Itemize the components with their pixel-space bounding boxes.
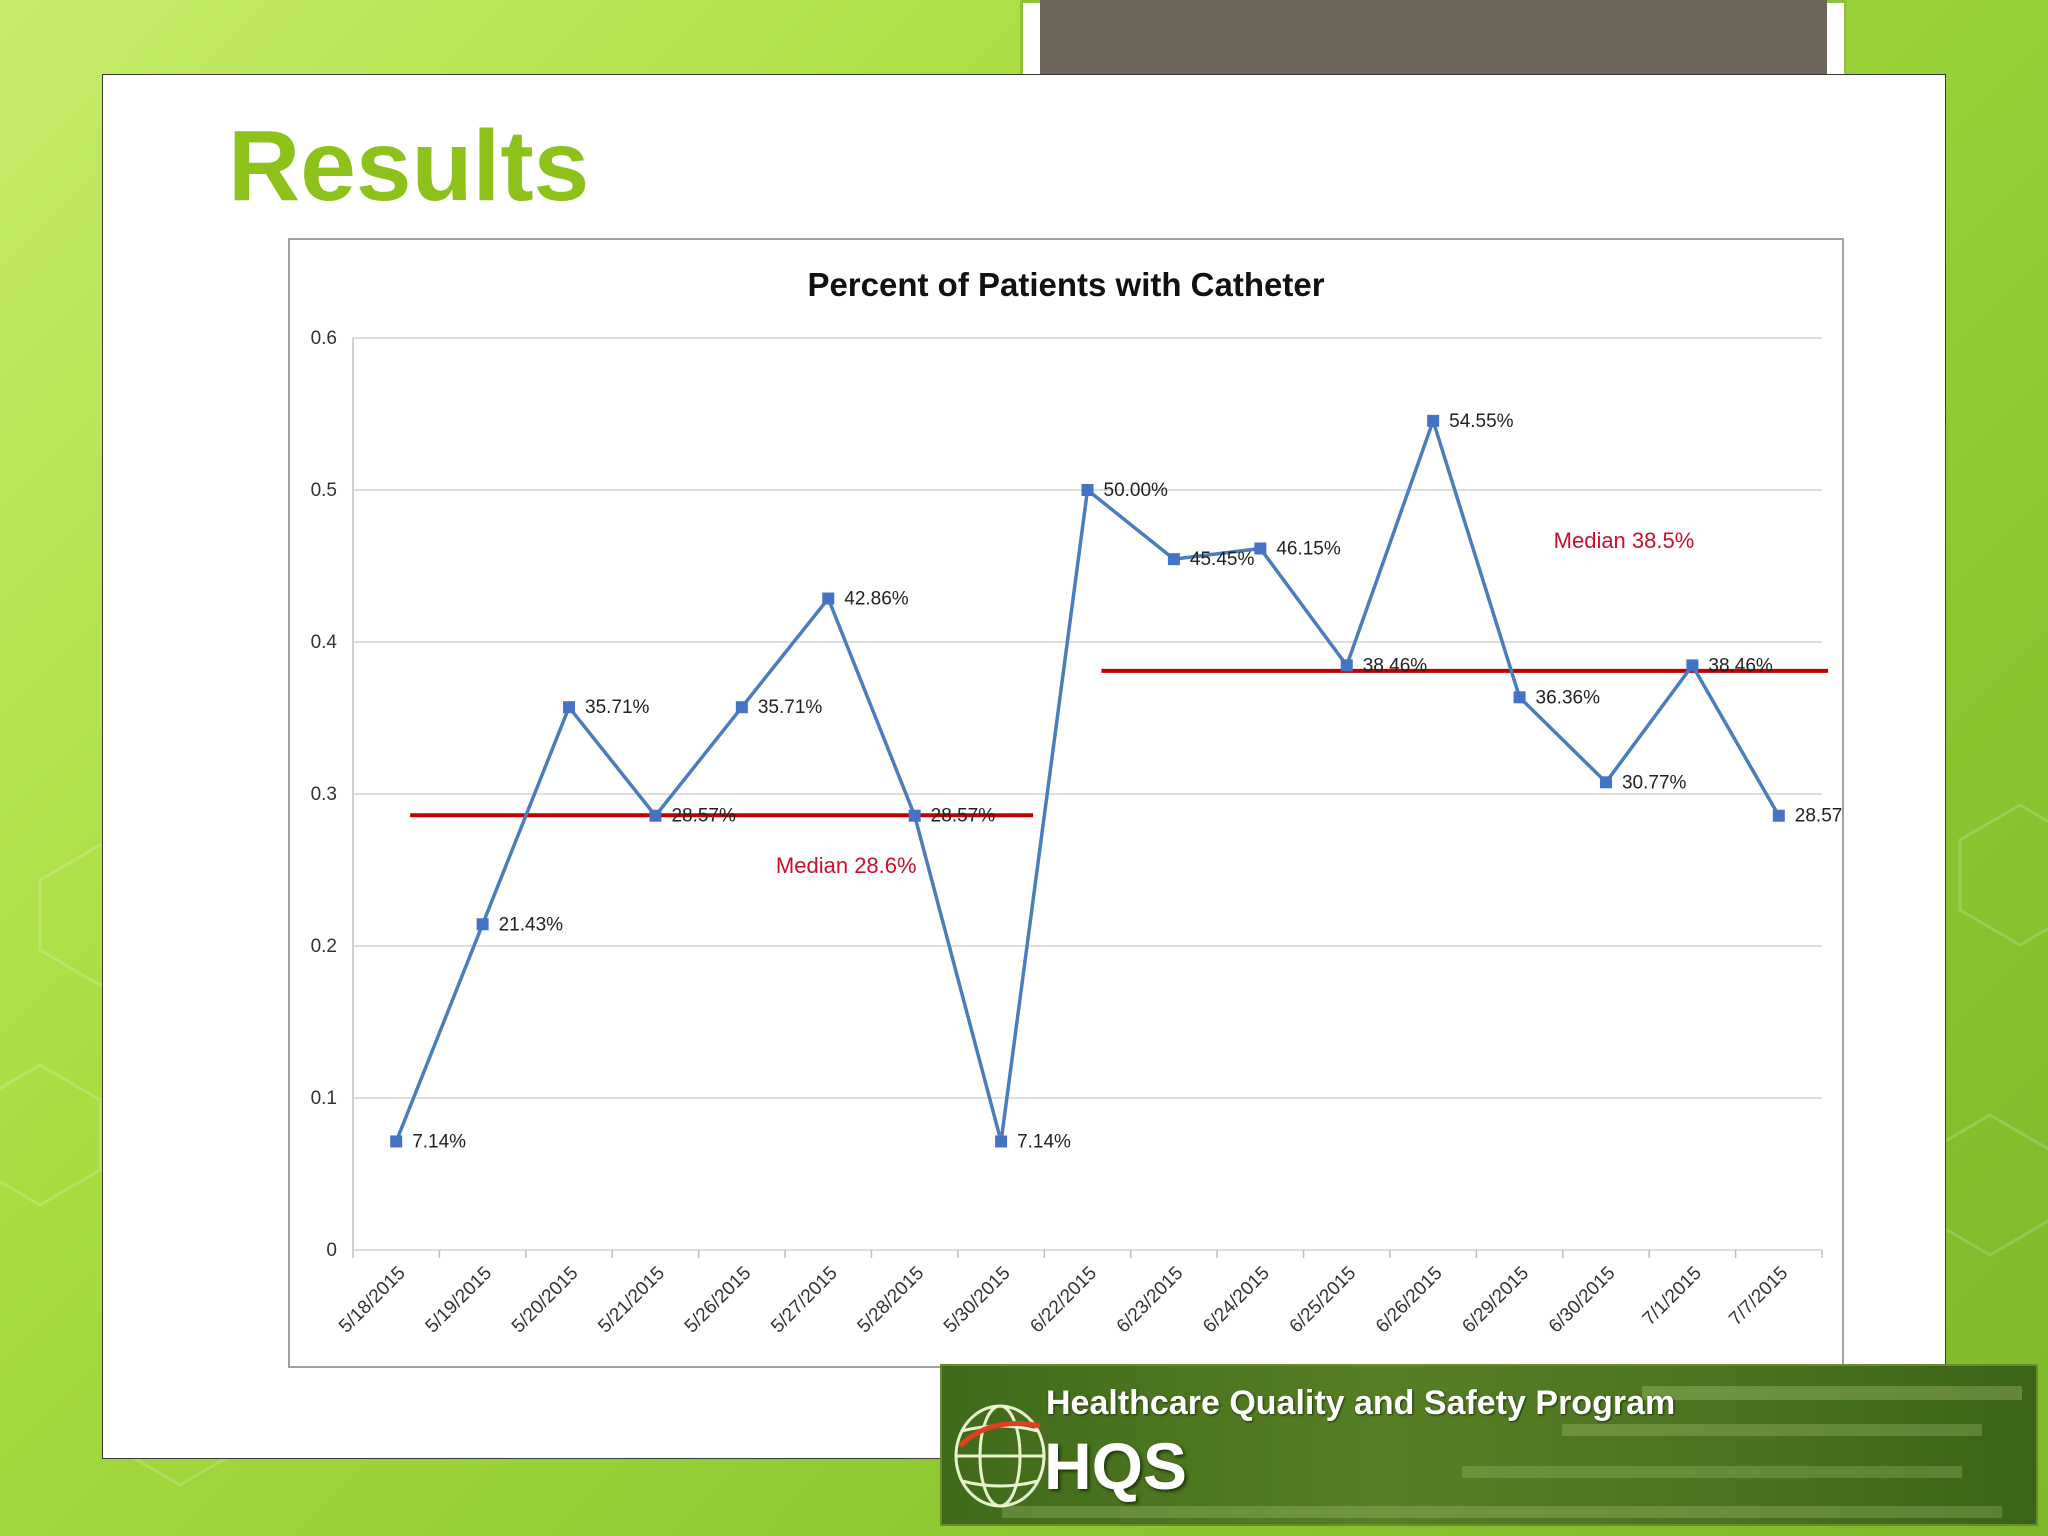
x-tick-label: 5/27/2015 [767, 1263, 842, 1338]
x-tick-label: 5/19/2015 [422, 1263, 497, 1338]
logo-acronym: HQS [1044, 1429, 1188, 1503]
data-label: 42.86% [844, 589, 909, 610]
globe-icon [954, 1404, 1046, 1508]
data-label: 28.57% [1795, 806, 1842, 827]
y-tick-label: 0.3 [311, 784, 337, 805]
x-tick-label: 7/1/2015 [1639, 1263, 1706, 1330]
data-label: 36.36% [1536, 687, 1601, 708]
logo-subtitle: Healthcare Quality and Safety Program [1046, 1384, 1676, 1422]
data-point-marker [1254, 542, 1267, 555]
data-point-marker [649, 809, 662, 822]
data-point-marker [822, 592, 835, 605]
y-tick-label: 0.2 [311, 936, 337, 957]
data-label: 38.46% [1363, 655, 1428, 676]
data-point-marker [995, 1135, 1008, 1148]
data-point-marker [1686, 659, 1699, 672]
slide-title: Results [228, 110, 590, 222]
data-label: 50.00% [1104, 480, 1169, 501]
median-label: Median 38.5% [1554, 528, 1695, 553]
data-label: 30.77% [1622, 772, 1687, 793]
data-point-marker [390, 1135, 403, 1148]
y-tick-label: 0.1 [311, 1088, 337, 1109]
x-tick-label: 5/21/2015 [594, 1263, 669, 1338]
data-point-marker [1427, 414, 1440, 427]
median-label: Median 28.6% [776, 853, 917, 878]
chart-title: Percent of Patients with Catheter [807, 266, 1324, 303]
data-point-marker [735, 701, 748, 714]
x-tick-label: 5/20/2015 [508, 1263, 583, 1338]
data-point-marker [1167, 553, 1180, 566]
chart-container: Percent of Patients with Catheter 0 0.1 0.… [288, 238, 1844, 1368]
data-label: 35.71% [758, 697, 823, 718]
data-point-marker [1340, 659, 1353, 672]
data-point-marker [1513, 691, 1526, 704]
data-point-marker [1081, 484, 1094, 496]
data-label: 28.57% [671, 806, 736, 827]
x-tick-label: 5/30/2015 [940, 1263, 1015, 1338]
data-label: 38.46% [1708, 655, 1773, 676]
data-point-marker [1772, 809, 1785, 822]
y-tick-label: 0.5 [311, 480, 337, 501]
data-point-marker [1599, 776, 1612, 789]
data-point-marker [563, 701, 576, 714]
data-point-marker [476, 918, 489, 931]
data-point-marker [908, 809, 921, 822]
data-label: 28.57% [931, 806, 996, 827]
data-label: 54.55% [1449, 411, 1514, 432]
x-tick-label: 6/30/2015 [1545, 1263, 1620, 1338]
x-tick-label: 6/24/2015 [1199, 1263, 1274, 1338]
x-tick-label: 6/23/2015 [1113, 1263, 1188, 1338]
x-tick-label: 6/25/2015 [1286, 1263, 1361, 1338]
data-label: 46.15% [1276, 539, 1341, 560]
logo-wordcloud [1002, 1386, 2022, 1518]
data-label: 7.14% [412, 1131, 466, 1152]
y-tick-label: 0.6 [311, 328, 337, 349]
data-label: 21.43% [499, 914, 564, 935]
x-tick-label: 5/26/2015 [681, 1263, 756, 1338]
line-chart: Percent of Patients with Catheter 0 0.1 0.… [311, 266, 1842, 1338]
x-tick-label: 5/28/2015 [854, 1263, 929, 1338]
data-label: 45.45% [1190, 549, 1255, 570]
data-label: 7.14% [1017, 1131, 1071, 1152]
y-tick-label: 0 [326, 1240, 337, 1261]
hqs-logo: Healthcare Quality and Safety Program HQ… [940, 1364, 2038, 1526]
data-label: 35.71% [585, 697, 650, 718]
x-tick-label: 5/18/2015 [335, 1263, 410, 1338]
y-tick-label: 0.4 [311, 632, 338, 653]
x-tick-label: 7/7/2015 [1725, 1263, 1792, 1330]
x-tick-label: 6/22/2015 [1026, 1263, 1101, 1338]
x-tick-label: 6/29/2015 [1458, 1263, 1533, 1338]
x-tick-label: 6/26/2015 [1372, 1263, 1447, 1338]
